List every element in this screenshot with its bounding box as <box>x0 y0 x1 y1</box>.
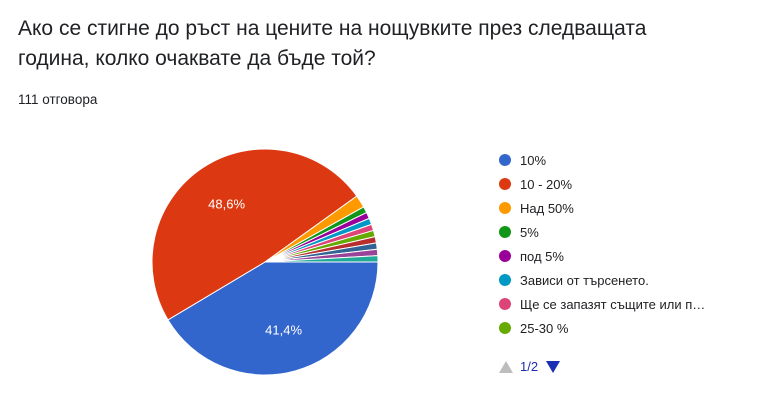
legend-label: под 5% <box>520 248 564 264</box>
legend-item: 25-30 % <box>499 316 705 340</box>
legend-item: Ще се запазят същите или п… <box>499 292 705 316</box>
legend-label: 5% <box>520 224 539 240</box>
legend-item: Зависи от търсенето. <box>499 268 705 292</box>
legend-swatch <box>499 322 511 334</box>
legend-swatch <box>499 274 511 286</box>
legend-label: Над 50% <box>520 200 574 216</box>
legend-swatch <box>499 202 511 214</box>
legend-item: Над 50% <box>499 196 705 220</box>
legend-swatch <box>499 226 511 238</box>
legend-item: 5% <box>499 220 705 244</box>
pie-slice <box>151 148 358 321</box>
slice-data-label: 48,6% <box>208 196 245 211</box>
slice-data-label: 41,4% <box>265 323 302 338</box>
legend-item: 10% <box>499 148 705 172</box>
question-title: Ако се стигне до ръст на цените на нощув… <box>18 17 647 70</box>
legend-label: 25-30 % <box>520 320 569 336</box>
legend-swatch <box>499 178 511 190</box>
legend-swatch <box>499 154 511 166</box>
legend-label: 10 - 20% <box>520 176 573 192</box>
legend-page-number: 1/2 <box>520 359 539 374</box>
legend-item: 10 - 20% <box>499 172 705 196</box>
response-count: 111 отговора <box>18 92 98 107</box>
legend-swatch <box>499 250 511 262</box>
triangle-up-icon[interactable] <box>499 360 513 373</box>
triangle-down-icon[interactable] <box>546 360 561 373</box>
pie-slice <box>167 261 379 376</box>
legend-label: 10% <box>520 152 547 168</box>
legend-label: Зависи от търсенето. <box>520 272 649 288</box>
legend-swatch <box>499 298 511 310</box>
pie-slice <box>264 255 379 263</box>
legend-pager: 1/2 <box>499 359 561 374</box>
legend-item: под 5% <box>499 244 705 268</box>
chart-legend: 10% 10 - 20% Над 50% 5% под 5% Зависи от… <box>499 148 705 340</box>
legend-label: Ще се запазят същите или п… <box>520 296 706 312</box>
